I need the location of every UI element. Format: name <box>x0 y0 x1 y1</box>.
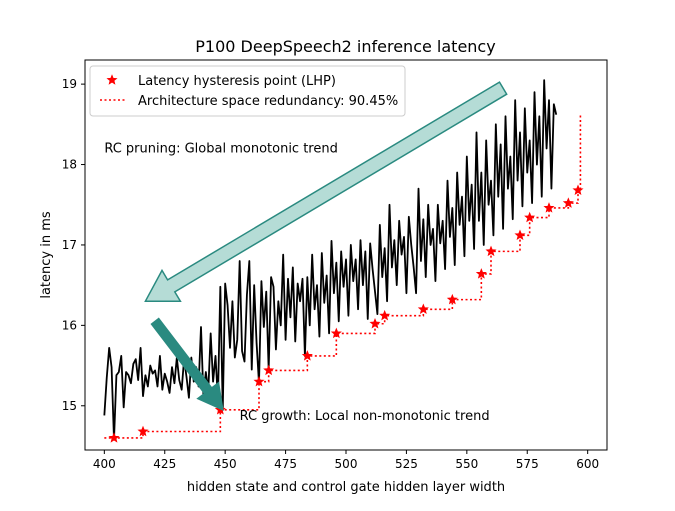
lhp-star-marker <box>524 211 536 223</box>
x-tick-label: 400 <box>93 457 116 471</box>
y-tick-label: 15 <box>62 399 77 413</box>
legend-label: Latency hysteresis point (LHP) <box>138 74 336 89</box>
pruning-arrow <box>144 81 508 303</box>
x-axis-label: hidden state and control gate hidden lay… <box>187 480 505 495</box>
x-tick-label: 500 <box>335 457 358 471</box>
pruning-annotation: RC pruning: Global monotonic trend <box>104 141 338 156</box>
annotation-layer: RC pruning: Global monotonic trend RC gro… <box>104 81 508 424</box>
legend-label: Architecture space redundancy: 90.45% <box>138 94 398 109</box>
lhp-star-marker <box>514 229 526 240</box>
x-tick-label: 425 <box>153 457 176 471</box>
lhp-star-marker <box>379 309 391 321</box>
y-tick-label: 18 <box>62 158 77 172</box>
lhp-star-marker <box>446 293 458 305</box>
plot-layer <box>103 79 584 443</box>
legend: Latency hysteresis point (LHP) Architectu… <box>89 65 406 117</box>
y-tick-label: 17 <box>62 238 77 252</box>
lhp-star-marker <box>417 303 429 314</box>
axis-layer: 400 425 450 475 500 525 550 575 600 15 16 17 18 19 <box>62 77 599 471</box>
lhp-star-marker <box>301 350 313 361</box>
lhp-star-marker <box>369 317 381 329</box>
lhp-star-marker <box>562 197 574 208</box>
x-tick-label: 575 <box>516 457 539 471</box>
lhp-star-marker <box>543 202 555 213</box>
lhp-star-marker <box>137 425 149 437</box>
legend-star-marker <box>106 74 118 85</box>
chart-title: P100 DeepSpeech2 inference latency <box>195 37 495 56</box>
y-tick-label: 16 <box>62 318 77 332</box>
x-tick-label: 525 <box>395 457 418 471</box>
lhp-star-marker <box>475 268 487 279</box>
growth-annotation: RC growth: Local non-monotonic trend <box>240 409 490 424</box>
growth-arrow <box>150 317 224 412</box>
legend-box <box>89 65 406 117</box>
lhp-star-marker <box>485 245 497 257</box>
y-axis-label: latency in ms <box>39 211 54 299</box>
x-tick-label: 550 <box>455 457 478 471</box>
x-tick-label: 450 <box>214 457 237 471</box>
lhp-star-marker <box>253 375 265 387</box>
x-tick-label: 475 <box>274 457 297 471</box>
lhp-star-marker <box>330 327 342 339</box>
lhp-star-marker <box>108 432 120 443</box>
latency-line <box>103 79 558 441</box>
lhp-star-marker <box>263 364 275 376</box>
lhp-star-marker <box>572 184 584 195</box>
y-tick-label: 19 <box>62 77 77 91</box>
x-tick-label: 600 <box>576 457 599 471</box>
